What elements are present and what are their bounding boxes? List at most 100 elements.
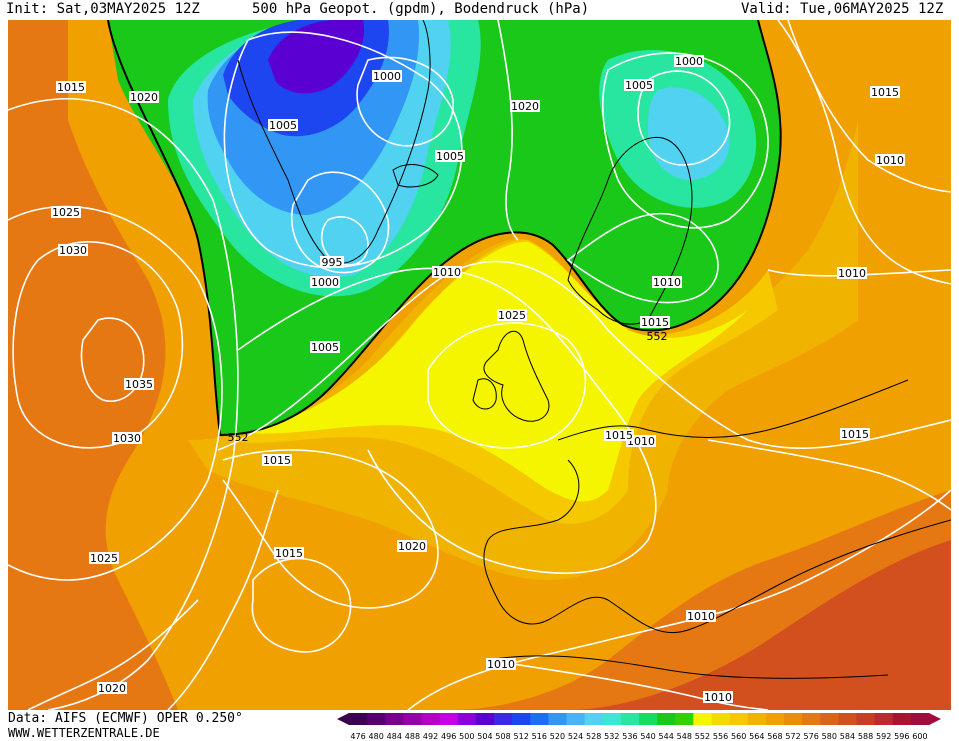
legend-tick-label: 580 xyxy=(822,732,837,741)
label-1015-d: 1015 xyxy=(604,429,634,442)
label-1025-c: 1025 xyxy=(89,552,119,565)
svg-text:1000: 1000 xyxy=(373,70,401,83)
legend-swatch xyxy=(820,713,839,725)
isobar-1005-greenland xyxy=(223,31,463,269)
header-bar: Init: Sat,03MAY2025 12Z 500 hPa Geopot. … xyxy=(0,0,959,20)
svg-text:1030: 1030 xyxy=(113,432,141,445)
isobar-1010-north xyxy=(787,20,951,193)
label-1020-a: 1020 xyxy=(129,91,159,104)
legend-tick-label: 496 xyxy=(441,732,456,741)
label-552-b: 552 xyxy=(647,330,668,343)
legend-swatch xyxy=(421,713,441,725)
legend-tick-label: 596 xyxy=(894,732,909,741)
legend-tick-label: 552 xyxy=(695,732,710,741)
legend-tick-label: 500 xyxy=(459,732,474,741)
legend-swatch xyxy=(512,713,531,725)
legend-swatch xyxy=(639,713,658,725)
label-1010-b: 1010 xyxy=(652,276,682,289)
legend-swatch xyxy=(765,713,785,725)
svg-text:1005: 1005 xyxy=(625,79,653,92)
legend-tick-label: 520 xyxy=(550,732,565,741)
legend-tick-label: 536 xyxy=(622,732,637,741)
legend-swatch xyxy=(675,713,694,725)
label-1020-b: 1020 xyxy=(510,100,540,113)
label-1010-f: 1010 xyxy=(686,610,716,623)
contour-labels: 995 1000 1000 1000 1005 1005 1005 1005 1… xyxy=(51,55,905,704)
svg-text:1010: 1010 xyxy=(876,154,904,167)
isobar-1025-uk xyxy=(427,322,587,449)
legend-swatch xyxy=(548,713,567,725)
svg-text:1020: 1020 xyxy=(130,91,158,104)
svg-text:1025: 1025 xyxy=(90,552,118,565)
label-1020-d: 1020 xyxy=(97,682,127,695)
isobar-1010-scand xyxy=(566,212,719,304)
isobar-1025-west xyxy=(8,205,223,581)
legend-tick-label: 480 xyxy=(369,732,384,741)
svg-text:1015: 1015 xyxy=(841,428,869,441)
legend-arrow-right xyxy=(929,713,941,725)
coast-africa xyxy=(487,655,889,679)
legend-swatch xyxy=(367,713,386,725)
legend-tick-label: 584 xyxy=(840,732,855,741)
legend-swatch xyxy=(856,713,876,725)
isobar-1000-greenland xyxy=(291,171,390,274)
svg-text:1035: 1035 xyxy=(125,378,153,391)
legend-swatch xyxy=(439,713,459,725)
isobar-1020-west xyxy=(8,97,239,710)
isobar-1000-scand xyxy=(637,70,731,166)
website-label: WWW.WETTERZENTRALE.DE xyxy=(8,726,160,740)
isobar-1020-southwest xyxy=(27,599,199,710)
isobar-1020-north xyxy=(497,20,519,241)
label-1020-c: 1020 xyxy=(397,540,427,553)
legend-swatch xyxy=(494,713,513,725)
label-1015-f: 1015 xyxy=(262,454,292,467)
legend-tick-label: 476 xyxy=(350,732,365,741)
field-scand-cyan xyxy=(648,87,730,180)
isobar-995 xyxy=(320,216,369,266)
svg-text:1015: 1015 xyxy=(871,86,899,99)
coastlines xyxy=(237,20,951,679)
label-1015-b: 1015 xyxy=(870,86,900,99)
isobar-1015-europe xyxy=(217,260,951,451)
coast-iceland xyxy=(392,164,439,188)
label-1035: 1035 xyxy=(124,378,154,391)
label-1015-c: 1015 xyxy=(640,316,670,329)
legend-tick-label: 556 xyxy=(713,732,728,741)
svg-text:1010: 1010 xyxy=(653,276,681,289)
legend-tick-label: 528 xyxy=(586,732,601,741)
svg-text:1015: 1015 xyxy=(605,429,633,442)
isobar-1000-north xyxy=(356,56,454,147)
legend-swatch xyxy=(838,713,857,725)
label-1030-a: 1030 xyxy=(58,244,88,257)
legend-swatch xyxy=(349,713,368,725)
svg-text:1010: 1010 xyxy=(687,610,715,623)
coast-scandinavia xyxy=(567,136,693,325)
legend-tick-label: 548 xyxy=(677,732,692,741)
label-1010-h: 1010 xyxy=(703,691,733,704)
legend-swatch xyxy=(457,713,477,725)
legend-tick-label: 572 xyxy=(785,732,800,741)
legend-swatch xyxy=(693,713,712,725)
legend-swatch xyxy=(403,713,422,725)
svg-text:1020: 1020 xyxy=(98,682,126,695)
legend-arrow-left xyxy=(337,713,349,725)
legend-tick-label: 512 xyxy=(514,732,529,741)
label-1010-g: 1010 xyxy=(486,658,516,671)
legend-tick-label: 560 xyxy=(731,732,746,741)
isobar-1010-east xyxy=(487,659,769,710)
svg-text:1005: 1005 xyxy=(311,341,339,354)
svg-text:552: 552 xyxy=(647,330,668,343)
init-time-label: Init: Sat,03MAY2025 12Z xyxy=(6,1,200,17)
data-source-label: Data: AIFS (ECMWF) OPER 0.250° xyxy=(8,711,243,726)
legend-tick-label: 508 xyxy=(495,732,510,741)
weather-map: 995 1000 1000 1000 1005 1005 1005 1005 1… xyxy=(8,20,951,710)
svg-text:1025: 1025 xyxy=(52,206,80,219)
legend-swatch xyxy=(910,713,930,725)
label-552-a: 552 xyxy=(228,431,249,444)
svg-text:995: 995 xyxy=(322,256,343,269)
color-legend: 476 480 484 488 492 496 500 504 508 512 516 520 524 5… xyxy=(337,713,941,741)
legend-swatch xyxy=(874,713,894,725)
svg-text:552: 552 xyxy=(228,431,249,444)
label-1000-a: 1000 xyxy=(310,276,340,289)
